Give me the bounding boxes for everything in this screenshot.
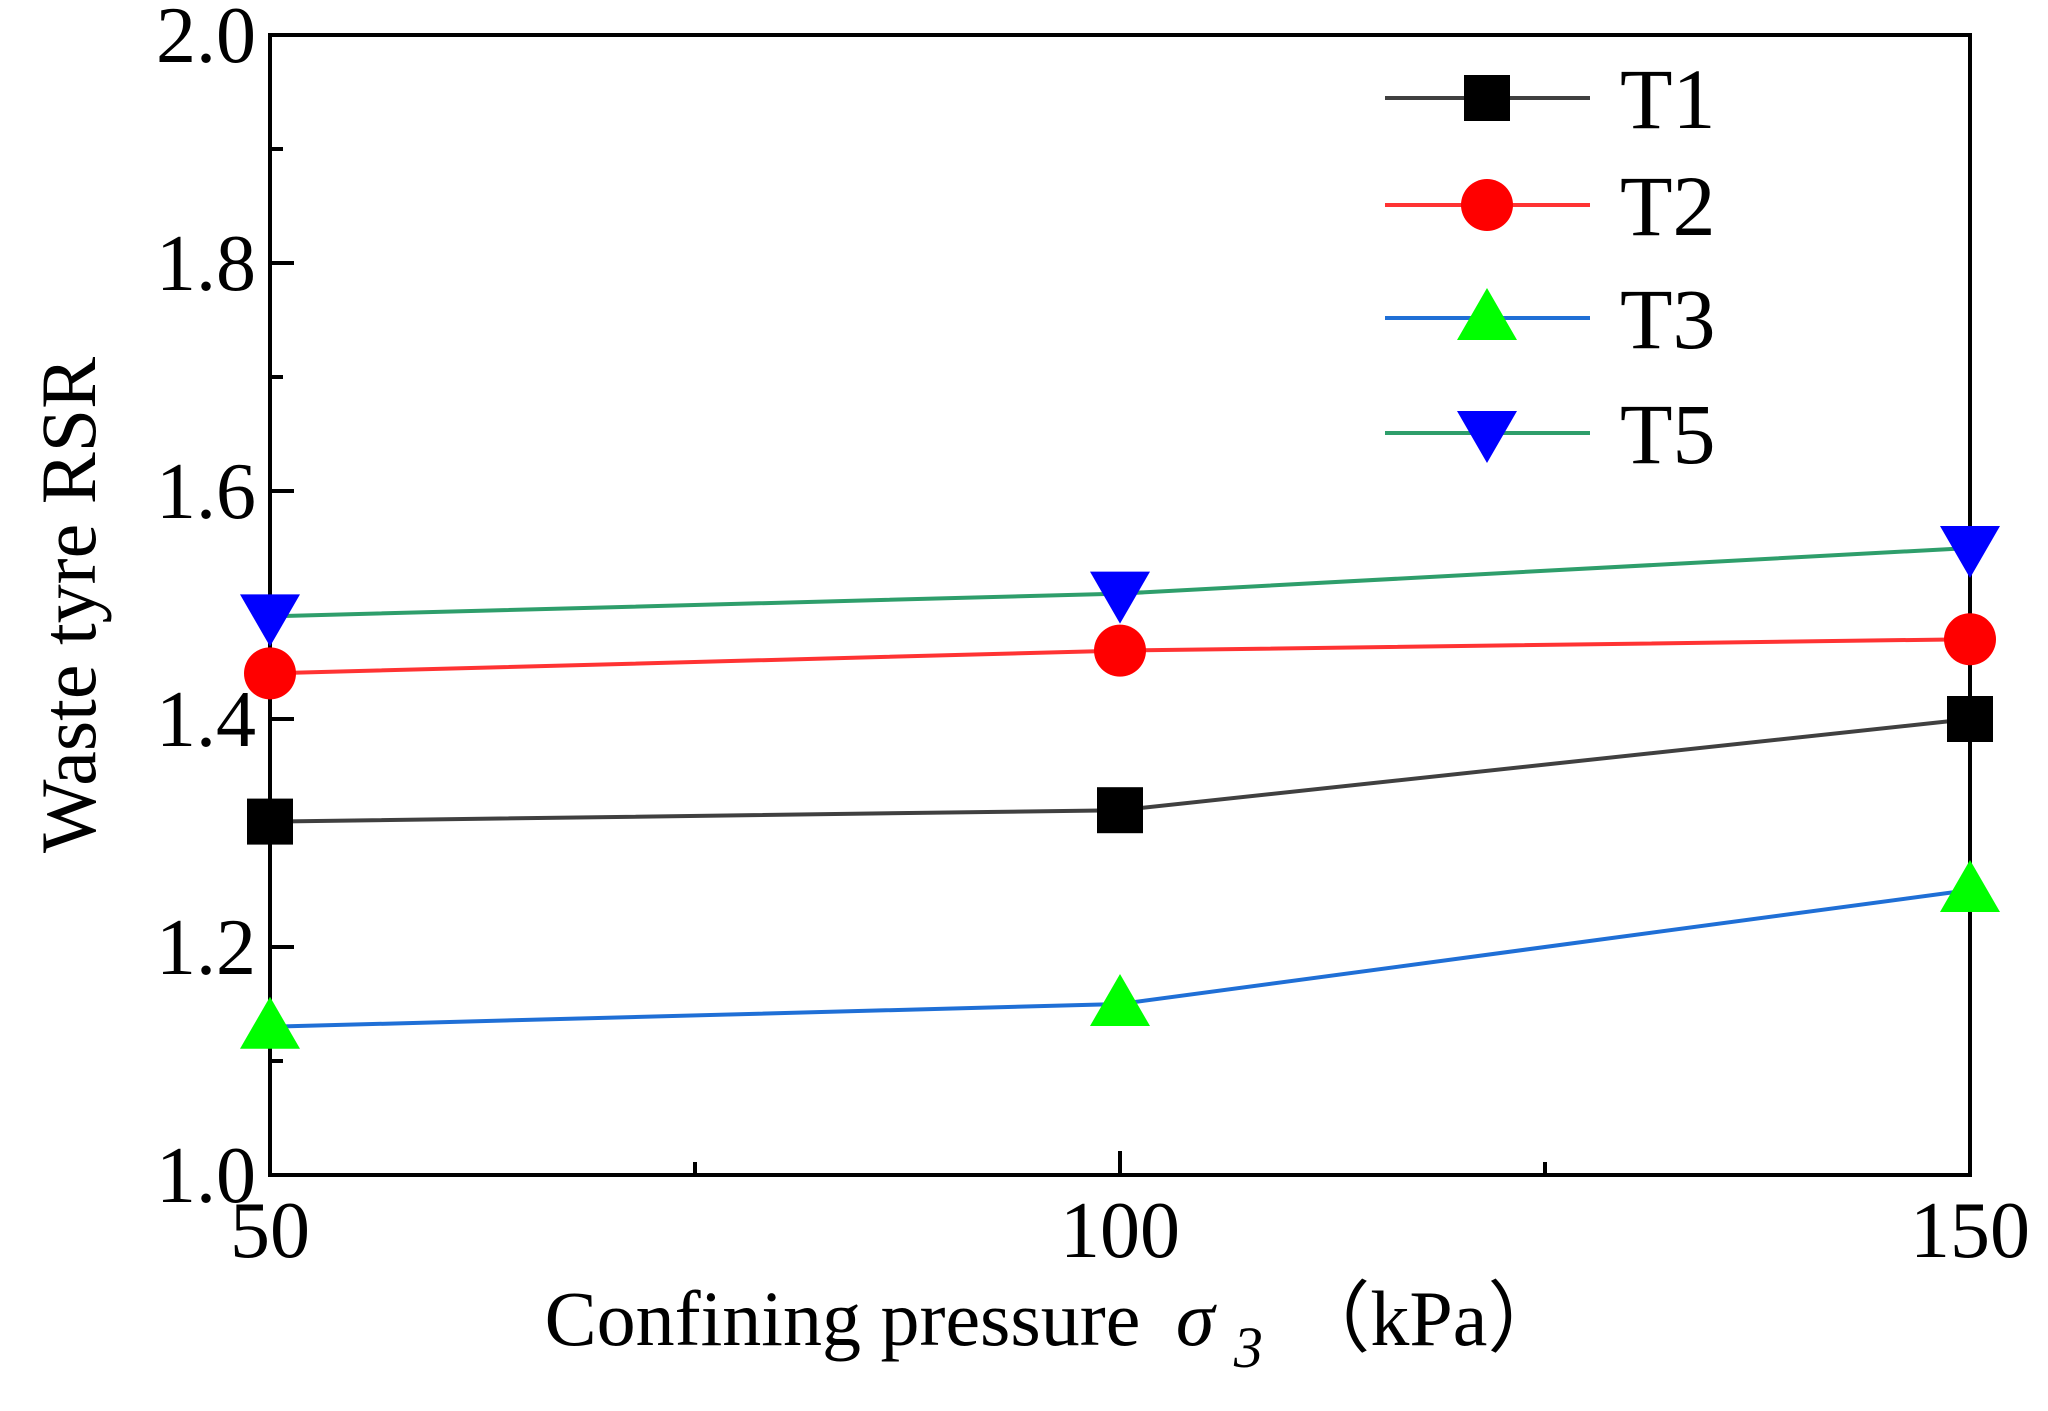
x-axis-label-subscript: 3 <box>1233 1315 1263 1380</box>
data-point-t5 <box>1090 572 1150 624</box>
x-tick-label: 50 <box>230 1187 310 1275</box>
x-tick-label: 150 <box>1910 1187 2030 1275</box>
series-markers <box>240 526 2000 1049</box>
legend-label-t2: T2 <box>1620 158 1716 254</box>
legend-marker-t5 <box>1457 411 1517 463</box>
data-point-t1 <box>1097 787 1143 833</box>
data-point-t3 <box>240 997 300 1049</box>
x-tick-label: 100 <box>1060 1187 1180 1275</box>
y-tick-label: 1.6 <box>156 448 256 536</box>
x-axis-label-text: Confining pressure <box>545 1275 1141 1362</box>
legend-label-t1: T1 <box>1620 51 1716 147</box>
data-point-t5 <box>1940 526 2000 578</box>
legend-marker-t1 <box>1464 75 1510 121</box>
data-point-t3 <box>1940 860 2000 912</box>
x-axis-label-symbol: σ <box>1176 1275 1217 1362</box>
data-point-t1 <box>247 799 293 845</box>
y-tick-label: 2.0 <box>156 0 256 80</box>
y-axis-label: Waste tyre RSR <box>25 357 112 853</box>
data-point-t2 <box>1944 613 1996 665</box>
y-tick-label: 1.8 <box>156 220 256 308</box>
x-axis-label: Confining pressure σ 3 （kPa） <box>545 1275 1566 1384</box>
axis-ticks: 1.01.21.41.61.82.050 100 150 <box>156 0 2030 1275</box>
data-point-t5 <box>240 594 300 646</box>
y-tick-label: 1.2 <box>156 904 256 992</box>
x-axis-label-unit: （kPa） <box>1292 1275 1565 1362</box>
data-point-t2 <box>1094 625 1146 677</box>
data-point-t2 <box>244 647 296 699</box>
chart: 1.01.21.41.61.82.050 100 150 T1T2T3T5 Wast… <box>0 0 2048 1411</box>
legend-label-t5: T5 <box>1620 386 1716 482</box>
legend-marker-t3 <box>1457 288 1517 340</box>
legend-marker-t2 <box>1461 179 1513 231</box>
y-tick-label: 1.4 <box>156 676 256 764</box>
legend-label-t3: T3 <box>1620 271 1716 367</box>
data-point-t1 <box>1947 696 1993 742</box>
legend: T1 T2 T3 T5 <box>1385 51 1716 482</box>
